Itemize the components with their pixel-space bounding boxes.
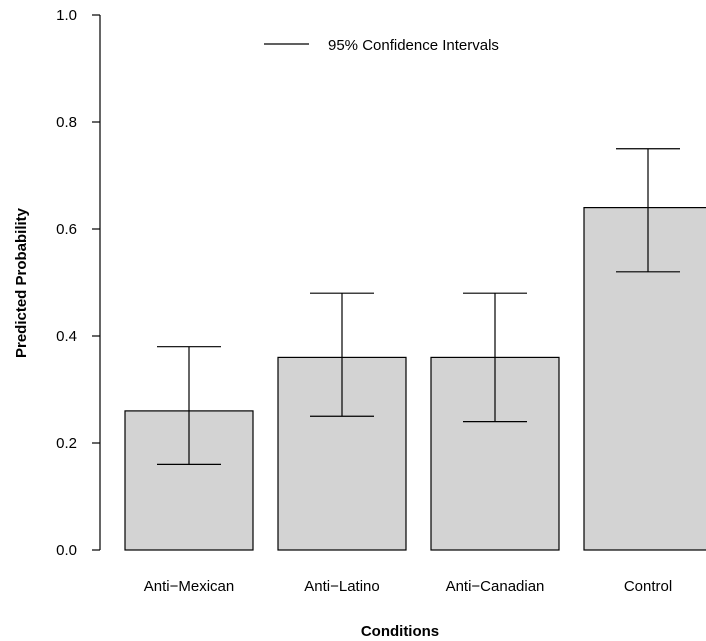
confidence-intervals-layer	[157, 148, 680, 465]
y-axis-title: Predicted Probability	[13, 207, 30, 358]
legend-label: 95% Confidence Intervals	[328, 37, 499, 54]
x-tick-label: Anti−Mexican	[144, 578, 234, 595]
y-axis: 0.0 0.2 0.4 0.6 0.8 1.0	[56, 7, 101, 559]
x-axis-labels: Anti−Mexican Anti−Latino Anti−Canadian Cont…	[144, 578, 672, 595]
y-tick-label: 1.0	[56, 7, 77, 24]
x-tick-label: Anti−Latino	[304, 578, 379, 595]
y-tick-label: 0.8	[56, 114, 77, 131]
y-tick-label: 0.6	[56, 221, 77, 238]
x-tick-label: Control	[624, 578, 672, 595]
x-axis-title: Conditions	[361, 623, 439, 640]
y-tick-label: 0.4	[56, 328, 77, 345]
y-tick-label: 0.2	[56, 435, 77, 452]
y-tick-label: 0.0	[56, 542, 77, 559]
legend: 95% Confidence Intervals	[264, 37, 499, 54]
bars-layer	[124, 207, 706, 551]
x-tick-label: Anti−Canadian	[446, 578, 545, 595]
bar	[583, 207, 706, 551]
